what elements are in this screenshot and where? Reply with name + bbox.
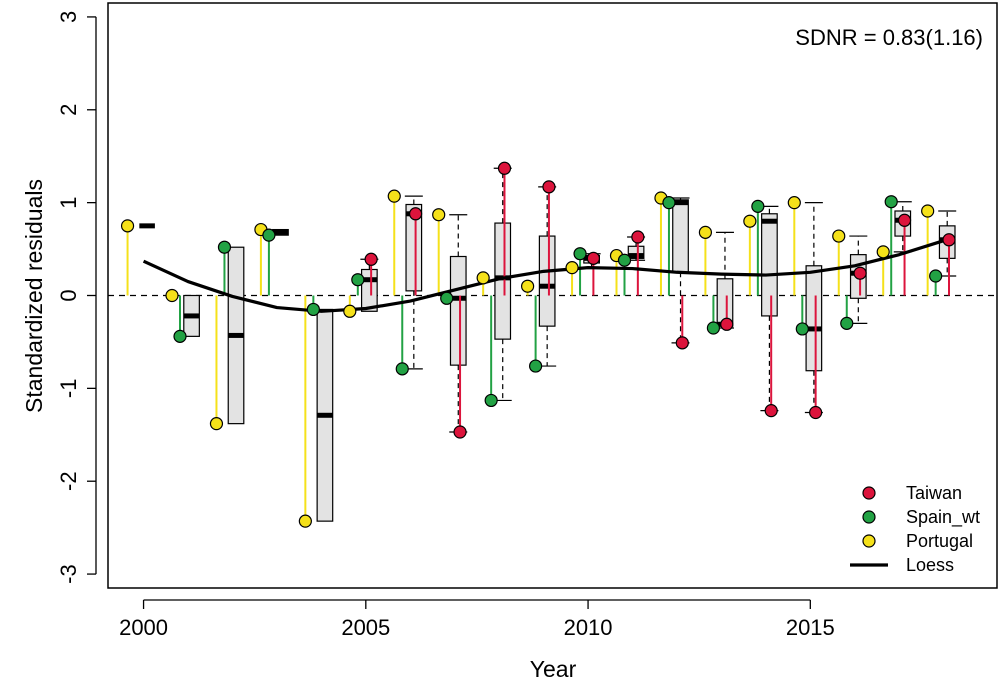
residual-point [832, 229, 846, 243]
residual-point [262, 228, 276, 242]
residual-stems [126, 168, 950, 522]
plot-frame [107, 2, 998, 589]
residual-point [395, 362, 409, 376]
residual-point [165, 288, 179, 303]
residual-point [787, 196, 801, 210]
residual-point [529, 359, 543, 373]
residual-point [853, 266, 867, 280]
residual-point [173, 329, 187, 343]
legend-label: Spain_wt [906, 507, 980, 528]
residual-point [743, 214, 757, 228]
residual-point [840, 316, 854, 330]
sdnr-annotation: SDNR = 0.83(1.16) [795, 25, 983, 50]
residual-point [565, 261, 579, 275]
residual-point [617, 253, 632, 267]
residual-point [476, 271, 490, 285]
x-tick-label: 2005 [341, 615, 390, 640]
residual-point [387, 189, 401, 203]
residual-point [432, 208, 446, 222]
y-tick-label: -2 [56, 471, 81, 491]
residual-point [586, 251, 600, 265]
axes: 2000 2005 2010 2015 -3 -2 -1 0 1 2 3 [56, 2, 998, 640]
box [538, 235, 556, 327]
residual-point [298, 514, 312, 528]
x-tick-label: 2000 [119, 615, 168, 640]
residual-point [662, 196, 676, 210]
y-tick-label: 2 [56, 104, 81, 116]
residual-point [751, 199, 765, 213]
residual-point [809, 405, 823, 420]
residual-point [542, 180, 556, 194]
box [761, 213, 778, 317]
residual-point [364, 252, 378, 266]
legend-swatch [862, 534, 876, 548]
residual-point [929, 269, 943, 283]
residual-point [897, 213, 912, 227]
residual-point [408, 207, 423, 221]
legend-label: Taiwan [906, 483, 962, 503]
legend-label: Loess [906, 555, 954, 575]
box [494, 222, 512, 340]
box [672, 199, 689, 273]
y-tick-label: 3 [56, 11, 81, 23]
legend-label: Portugal [906, 531, 973, 551]
legend-swatch [862, 486, 876, 500]
residual-point [217, 240, 232, 254]
legend: Taiwan Spain_wt Portugal Loess [850, 483, 980, 575]
box [805, 265, 823, 372]
residual-point [573, 247, 587, 261]
boxplots [139, 167, 957, 522]
residual-point [921, 204, 935, 218]
residual-point [706, 321, 721, 335]
residual-point [440, 291, 454, 305]
y-tick-label: -3 [56, 564, 81, 584]
residual-point [942, 233, 956, 247]
loess-curve [142, 239, 945, 313]
loess-line [142, 239, 945, 313]
residual-point [675, 336, 689, 350]
box [449, 255, 467, 366]
residual-point [876, 245, 890, 259]
residual-point [343, 304, 357, 318]
y-tick-label: 0 [56, 289, 81, 301]
residual-point [631, 230, 645, 244]
residual-point [764, 404, 778, 418]
residual-point [497, 161, 512, 175]
residual-point [209, 417, 224, 431]
box [360, 268, 378, 312]
legend-swatch [862, 510, 876, 524]
residual-points [120, 161, 956, 528]
residual-point [484, 393, 498, 408]
residual-point [795, 322, 809, 336]
residual-point [720, 317, 734, 331]
residual-point [521, 279, 535, 293]
y-tick-label: -1 [56, 379, 81, 399]
residual-point [884, 195, 898, 209]
x-tick-label: 2010 [564, 615, 613, 640]
residual-point [306, 302, 320, 317]
residual-point [698, 225, 713, 239]
x-axis-title: Year [530, 656, 577, 682]
residual-point [351, 273, 365, 287]
residual-point [120, 219, 135, 233]
residual-point [453, 425, 467, 439]
x-tick-label: 2015 [786, 615, 835, 640]
y-axis-title: Standardized residuals [21, 179, 47, 413]
y-tick-label: 1 [56, 197, 81, 209]
